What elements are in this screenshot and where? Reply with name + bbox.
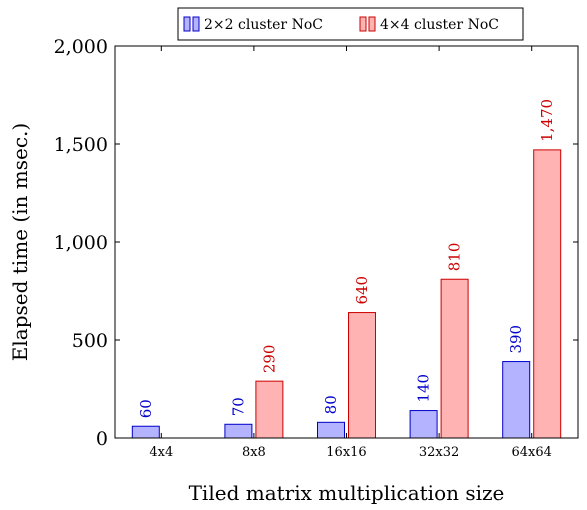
y-tick-label: 2,000 — [54, 36, 108, 58]
bar-series-1 — [131, 425, 160, 439]
bar-series-2 — [440, 278, 469, 439]
bar-series-2 — [255, 380, 284, 439]
x-tick-label: 32x32 — [419, 445, 459, 460]
x-axis-label: Tiled matrix multiplication size — [189, 481, 505, 505]
x-tick-label: 16x16 — [326, 445, 366, 460]
legend-swatch — [368, 16, 376, 32]
data-label: 390 — [507, 325, 525, 354]
data-label: 70 — [229, 397, 247, 416]
y-tick-label: 1,000 — [54, 232, 108, 254]
bar-series-1 — [224, 423, 253, 439]
legend: 2×2 cluster NoC 4×4 cluster NoC — [177, 7, 524, 41]
data-label: 810 — [446, 243, 464, 272]
y-axis-label: Elapsed time (in msec.) — [8, 123, 32, 361]
y-tick-label: 1,500 — [54, 134, 108, 156]
data-label: 290 — [260, 345, 278, 374]
data-label: 1,470 — [538, 99, 556, 142]
bar-series-2 — [533, 149, 562, 439]
x-tick-label: 64x64 — [511, 445, 551, 460]
data-label: 140 — [415, 374, 433, 403]
legend-label: 2×2 cluster NoC — [204, 17, 323, 33]
data-label: 80 — [322, 395, 340, 414]
data-label: 60 — [137, 399, 155, 418]
x-tick-label: 8x8 — [242, 445, 266, 460]
bar-series-2 — [348, 312, 376, 439]
x-tick-label: 4x4 — [149, 445, 173, 460]
bar-series-1 — [409, 410, 438, 439]
legend-label: 4×4 cluster NoC — [380, 17, 499, 33]
bar-series-1 — [502, 361, 531, 439]
y-tick-label: 500 — [72, 330, 108, 352]
legend-box — [177, 7, 524, 41]
data-label: 640 — [353, 276, 371, 305]
bar-series-1 — [317, 421, 345, 439]
y-tick-label: 0 — [96, 428, 108, 450]
legend-swatch — [183, 16, 191, 32]
legend-swatch — [192, 16, 200, 32]
legend-swatch — [359, 16, 367, 32]
